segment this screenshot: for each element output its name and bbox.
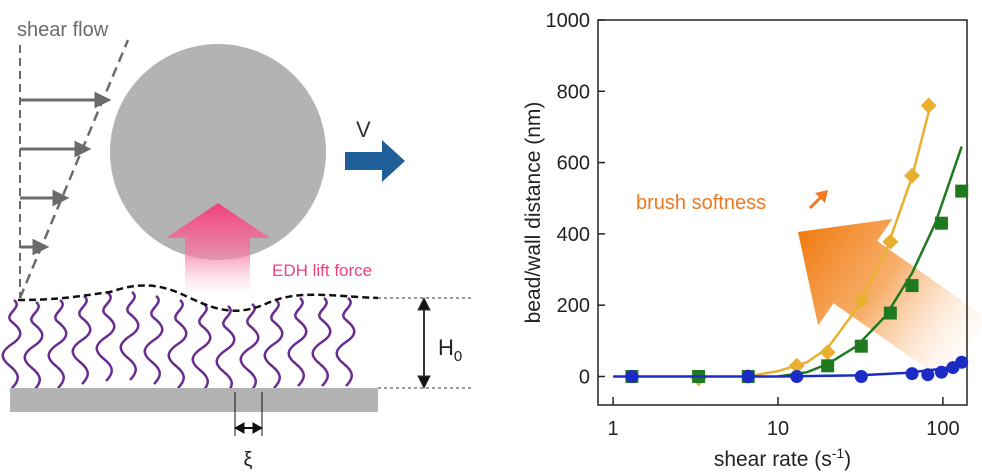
brush	[1, 290, 356, 396]
point	[821, 359, 835, 373]
x-tick-label: 10	[767, 418, 789, 440]
y-tick-label: 0	[579, 366, 590, 388]
height-bracket	[378, 296, 472, 390]
fit-line	[746, 101, 933, 378]
x-axis-label: shear rate (s-1)	[714, 445, 851, 471]
y-tick-label: 1000	[546, 10, 591, 32]
x-axis-label-part: shear rate (s	[714, 448, 832, 471]
x-axis-label-part: )	[844, 448, 851, 471]
point	[921, 368, 935, 382]
y-axis-label: bead/wall distance (nm)	[522, 102, 545, 324]
point	[853, 291, 870, 308]
velocity-arrow	[345, 140, 405, 182]
flow-label: shear flow	[17, 19, 109, 41]
flow-profile	[18, 39, 130, 299]
x-axis-label-part: -1	[832, 445, 845, 461]
point	[905, 367, 919, 381]
plot-frame	[597, 19, 968, 406]
point	[854, 369, 868, 383]
point	[854, 339, 868, 353]
point	[955, 184, 969, 198]
softness-arrow	[798, 218, 982, 381]
point	[819, 344, 836, 361]
y-tick-label: 400	[557, 224, 590, 246]
height-label: H0	[438, 335, 462, 365]
point	[934, 216, 948, 230]
point	[905, 279, 919, 293]
y-tick-label: 200	[557, 295, 590, 317]
x-tick-label: 1	[608, 418, 619, 440]
annotation-arrow	[808, 190, 828, 210]
point	[904, 167, 921, 184]
x-tick-label: 100	[926, 418, 959, 440]
lift-label: EDH lift force	[272, 261, 372, 280]
point	[625, 369, 639, 383]
point	[790, 369, 804, 383]
lift-arrow	[166, 203, 270, 292]
point	[788, 357, 805, 374]
point	[920, 97, 937, 114]
velocity-label: V	[356, 117, 371, 142]
bead	[110, 44, 326, 260]
wall	[10, 388, 378, 412]
fit-line	[777, 146, 963, 378]
point	[955, 355, 969, 369]
flow-arrows	[20, 91, 112, 256]
point	[934, 365, 948, 379]
point	[741, 369, 755, 383]
spacing-label: ξ	[244, 449, 253, 471]
y-tick-label: 800	[557, 81, 590, 103]
spacing-bracket	[233, 392, 264, 436]
diagram: shear flow EDH lift force V H0	[1, 19, 472, 471]
y-tick-label: 600	[557, 153, 590, 175]
annotation: brush softness	[636, 192, 766, 214]
brush-surface	[17, 284, 379, 312]
chart: brush softness 0 200 400 600 800 1000 1 10 100 be…	[522, 10, 982, 471]
point	[882, 233, 899, 250]
point	[883, 306, 897, 320]
